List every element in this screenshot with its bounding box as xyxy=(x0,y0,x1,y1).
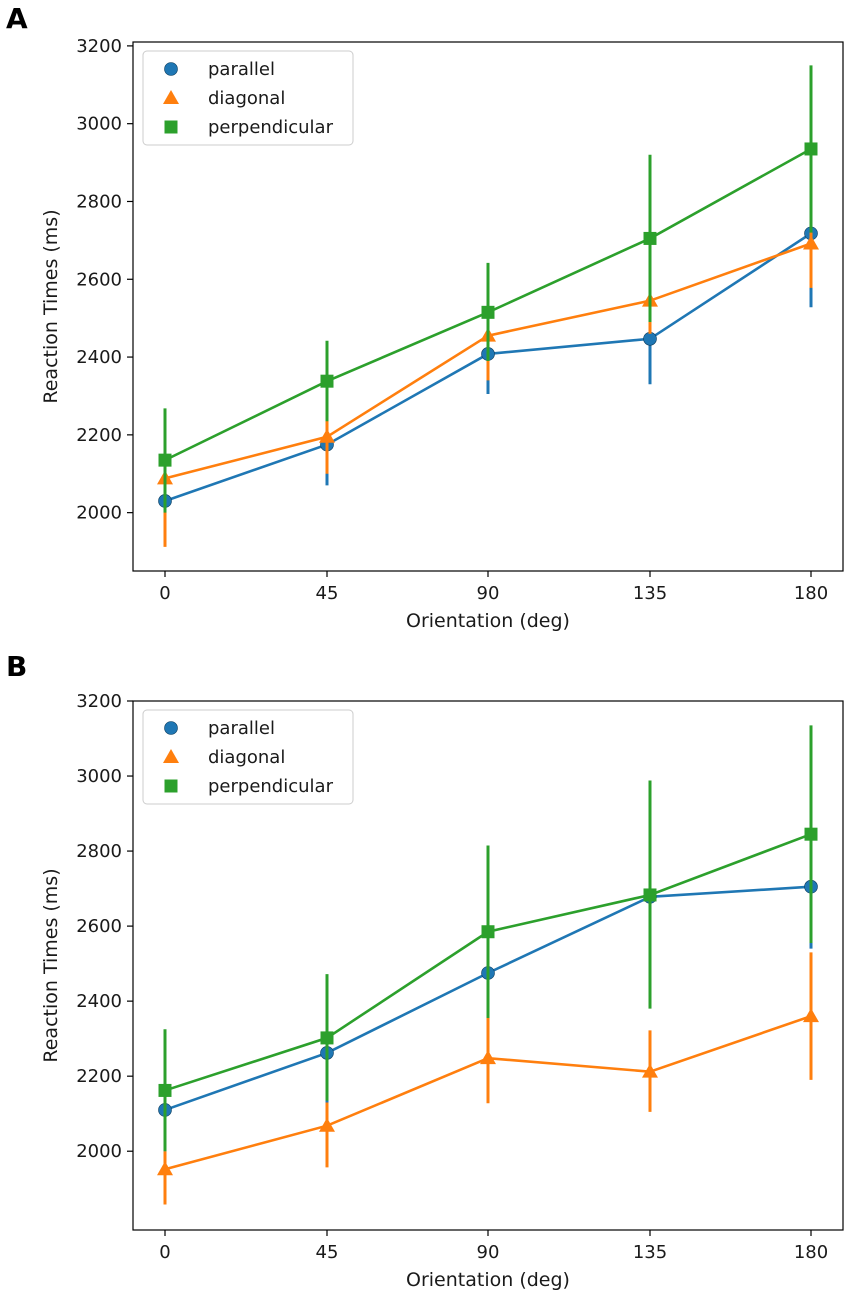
legend: parallel diagonal perpendicular xyxy=(142,709,354,805)
series-diagonal xyxy=(157,199,819,547)
data-point xyxy=(158,1083,172,1097)
x-tick-label: 90 xyxy=(477,583,500,604)
y-tick-label: 3000 xyxy=(76,766,122,787)
panel-a: A 2000 2200 2400 2600 2800 3000 3200 0 45 90 135 180… xyxy=(6,2,844,632)
panel-b: B 2000 2200 2400 2600 2800 3000 3200 0 45 90 135 180… xyxy=(6,650,844,1291)
y-tick-label: 2600 xyxy=(76,916,122,937)
data-point xyxy=(642,1063,658,1078)
y-axis-label: Reaction Times (ms) xyxy=(40,868,62,1062)
data-point xyxy=(157,1161,173,1176)
data-point xyxy=(319,1117,335,1132)
y-tick-label: 3000 xyxy=(76,114,122,135)
data-point xyxy=(643,888,657,902)
data-point xyxy=(320,374,334,388)
y-tick-label: 2000 xyxy=(76,1141,122,1162)
data-point xyxy=(481,305,495,319)
legend-box xyxy=(142,709,354,805)
legend-box xyxy=(142,50,354,146)
panel-label: B xyxy=(6,650,27,683)
y-tick-label: 2200 xyxy=(76,1066,122,1087)
y-tick-label: 2200 xyxy=(76,425,122,446)
y-tick-label: 2600 xyxy=(76,269,122,290)
legend-marker xyxy=(164,721,178,735)
legend-marker xyxy=(164,120,178,134)
legend-marker xyxy=(163,749,179,763)
legend: parallel diagonal perpendicular xyxy=(142,50,354,146)
x-tick-label: 135 xyxy=(633,583,667,604)
legend-marker xyxy=(163,90,179,104)
legend-label: parallel xyxy=(208,59,275,80)
x-tick-label: 180 xyxy=(794,1242,828,1263)
x-tick-label: 180 xyxy=(794,583,828,604)
x-tick-label: 90 xyxy=(477,1242,500,1263)
y-axis-label: Reaction Times (ms) xyxy=(40,209,62,403)
x-tick-label: 135 xyxy=(633,1242,667,1263)
data-point xyxy=(643,231,657,245)
data-point xyxy=(480,1050,496,1065)
data-point xyxy=(320,1031,334,1045)
y-tick-label: 2000 xyxy=(76,503,122,524)
legend-label: diagonal xyxy=(208,88,285,109)
legend-label: parallel xyxy=(208,718,275,739)
series-perpendicular xyxy=(158,725,818,1152)
y-tick-label: 2400 xyxy=(76,991,122,1012)
data-point xyxy=(481,925,495,939)
y-tick-label: 2800 xyxy=(76,191,122,212)
data-point xyxy=(804,142,818,156)
data-point xyxy=(643,331,657,346)
legend-label: perpendicular xyxy=(208,776,334,797)
legend-marker xyxy=(164,779,178,793)
legend-label: diagonal xyxy=(208,747,285,768)
y-tick-label: 3200 xyxy=(76,36,122,57)
y-tick-label: 2400 xyxy=(76,347,122,368)
data-point xyxy=(158,453,172,467)
x-tick-label: 45 xyxy=(316,583,339,604)
data-point xyxy=(803,1008,819,1023)
y-tick-label: 2800 xyxy=(76,841,122,862)
x-axis-label: Orientation (deg) xyxy=(406,610,570,632)
legend-marker xyxy=(164,62,178,76)
series-perpendicular xyxy=(158,65,818,513)
x-axis-label: Orientation (deg) xyxy=(406,1269,570,1291)
x-tick-label: 0 xyxy=(159,1242,170,1263)
data-point xyxy=(804,827,818,841)
panel-label: A xyxy=(6,2,28,35)
x-tick-label: 45 xyxy=(316,1242,339,1263)
legend-label: perpendicular xyxy=(208,117,334,138)
data-point xyxy=(319,428,335,443)
x-tick-label: 0 xyxy=(159,583,170,604)
y-tick-label: 3200 xyxy=(76,691,122,712)
series-diagonal xyxy=(157,952,819,1205)
data-point xyxy=(803,235,819,250)
